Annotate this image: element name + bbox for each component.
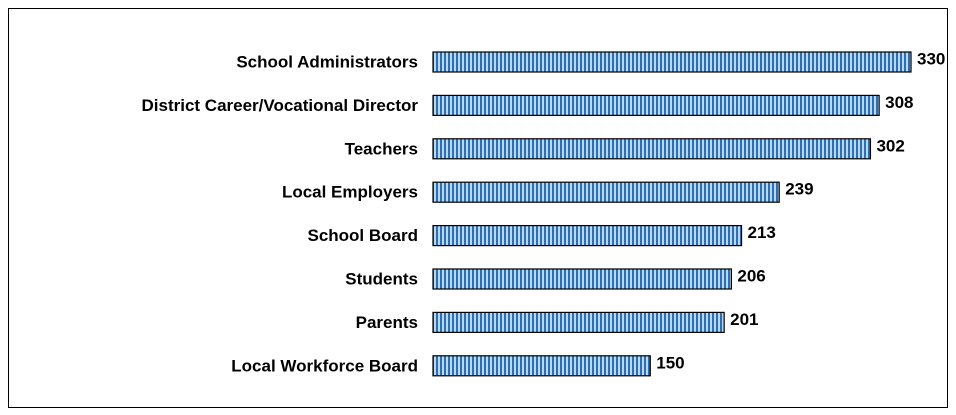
value-label: 239 xyxy=(785,180,813,199)
bar xyxy=(432,138,872,160)
value-label: 213 xyxy=(748,223,776,242)
category-label: District Career/Vocational Director xyxy=(142,96,419,115)
category-label: School Board xyxy=(307,226,418,245)
chart-frame xyxy=(8,8,948,408)
bar xyxy=(432,311,725,333)
bar xyxy=(432,225,743,247)
category-label: Local Workforce Board xyxy=(231,356,418,375)
bar xyxy=(432,355,651,377)
value-label: 150 xyxy=(656,353,684,372)
category-label: Parents xyxy=(356,313,418,332)
value-label: 330 xyxy=(917,49,945,68)
bar xyxy=(432,181,780,203)
category-label: Students xyxy=(345,269,418,288)
value-label: 302 xyxy=(876,136,904,155)
category-label: Local Employers xyxy=(282,183,418,202)
value-label: 201 xyxy=(730,310,758,329)
bar xyxy=(432,51,912,73)
value-label: 308 xyxy=(885,93,913,112)
bar xyxy=(432,268,732,290)
bar xyxy=(432,94,880,117)
category-label: School Administrators xyxy=(236,52,418,71)
category-label: Teachers xyxy=(345,139,418,158)
value-label: 206 xyxy=(737,266,765,285)
